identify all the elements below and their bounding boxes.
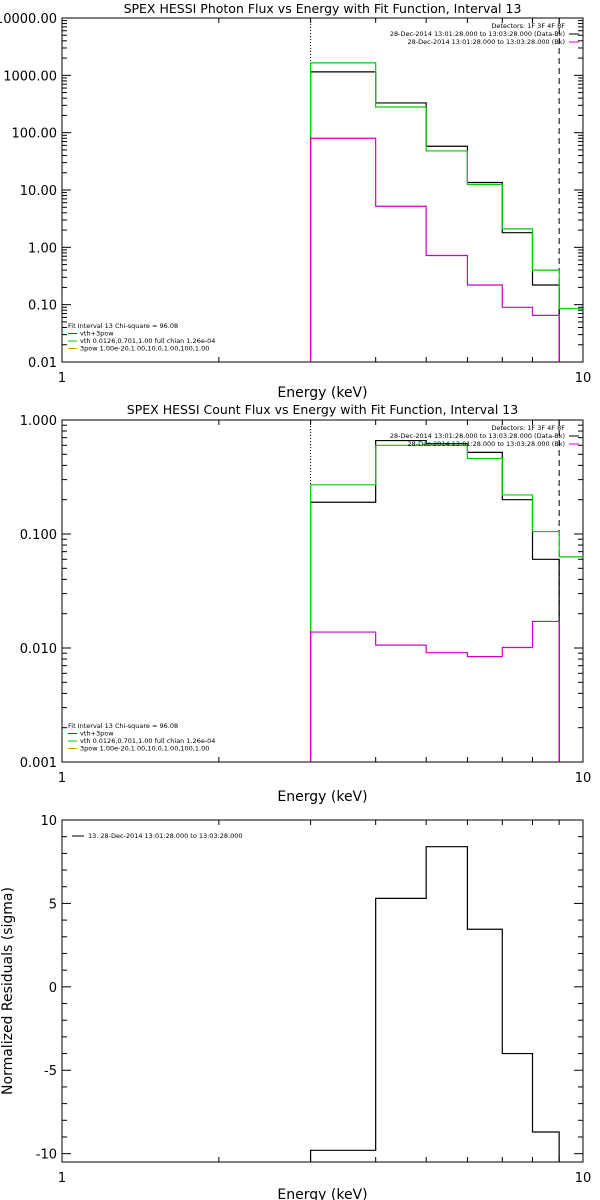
chart-panel-3: 1 10 10 5 0 -5 -10 Energy (keV) Normalized Resid… bbox=[0, 814, 591, 1200]
y-tick-label: 10000.00 bbox=[0, 12, 57, 27]
y-tick-label: -5 bbox=[44, 1064, 57, 1079]
series-group bbox=[309, 439, 583, 762]
x-tick-label: 10 bbox=[575, 771, 592, 786]
y-axis-label: Normalized Residuals (sigma) bbox=[0, 887, 16, 1095]
series-1-line bbox=[309, 439, 560, 762]
legend-entry: vth 0.0126,0.701,1.00 full chian 1.26e-0… bbox=[80, 737, 215, 745]
legend-entry: 28-Dec-2014 13:01:28.000 to 13:03:28.000… bbox=[390, 432, 565, 440]
legend-entry: vth 0.0126,0.701,1.00 full chian 1.26e-0… bbox=[80, 337, 215, 345]
y-tick-label: 10.00 bbox=[20, 184, 57, 199]
x-tick-label: 10 bbox=[575, 1171, 592, 1186]
y-tick-label: 0.100 bbox=[20, 528, 57, 543]
chart-title: SPEX HESSI Photon Flux vs Energy with Fi… bbox=[124, 1, 522, 16]
series-3-line bbox=[309, 620, 560, 762]
x-tick-label: 1 bbox=[58, 371, 66, 386]
chart-panel-1: 1 10 0.01 0.10 1.00 10.00 100.00 1000.00 10000.0… bbox=[0, 1, 591, 401]
x-tick-label: 10 bbox=[575, 371, 592, 386]
y-tick-label: 1.00 bbox=[28, 241, 57, 256]
y-tick-label: 10 bbox=[40, 814, 57, 829]
series-2-line bbox=[309, 444, 583, 762]
y-tick-label: 0 bbox=[49, 981, 57, 996]
legend-entry: Fit Interval 13 Chi-square = 96.08 bbox=[68, 722, 178, 730]
y-tick-label: 0.010 bbox=[20, 642, 57, 657]
legend-entry: 3pow 1.00e-20,1.00,10.0,1.00,100,1.00 bbox=[80, 745, 209, 753]
legend-entry: 28-Dec-2014 13:01:28.000 to 13:03:28.000… bbox=[390, 30, 565, 38]
series-1-line bbox=[309, 71, 560, 362]
series-group bbox=[309, 846, 560, 1162]
y-tick-label: 1000.00 bbox=[3, 69, 57, 84]
plot-frame bbox=[61, 419, 584, 763]
legend-entry: 28-Dec-2014 13:01:28.000 to 13:03:28.000… bbox=[408, 38, 566, 46]
y-tick-label: 0.01 bbox=[28, 356, 57, 371]
legend-entry: vth+3pow bbox=[80, 330, 114, 338]
y-tick-label: 5 bbox=[49, 897, 57, 912]
y-tick-label: 0.001 bbox=[20, 756, 57, 771]
y-tick-label: 0.10 bbox=[28, 299, 57, 314]
x-tick-label: 1 bbox=[58, 771, 66, 786]
series-3-line bbox=[309, 137, 560, 362]
x-axis-label: Energy (keV) bbox=[277, 1187, 367, 1200]
legend-entry: Detectors: 1F 3F 4F 8F bbox=[491, 424, 565, 432]
legend-entry: 28-Dec-2014 13:01:28.000 to 13:03:28.000… bbox=[408, 440, 566, 448]
legend-entry: Fit Interval 13 Chi-square = 96.08 bbox=[68, 322, 178, 330]
plot-frame bbox=[61, 819, 584, 1163]
series-group bbox=[309, 62, 583, 362]
legend-entry: vth+3pow bbox=[80, 730, 114, 738]
chart-title: SPEX HESSI Count Flux vs Energy with Fit… bbox=[127, 402, 518, 417]
plot-frame bbox=[61, 17, 584, 363]
x-axis-label: Energy (keV) bbox=[277, 385, 367, 401]
series-1-line bbox=[309, 846, 560, 1162]
legend-entry: 3pow 1.00e-20,1.00,10.0,1.00,100,1.00 bbox=[80, 345, 209, 353]
y-tick-label: 1.000 bbox=[20, 414, 57, 429]
legend-entry: 13. 28-Dec-2014 13:01:28.000 to 13:03:28… bbox=[88, 832, 243, 840]
x-tick-label: 1 bbox=[58, 1171, 66, 1186]
chart-panel-2: 1 10 0.001 0.010 0.100 1.000 SPEX HESSI Count … bbox=[20, 402, 591, 805]
series-2-line bbox=[309, 62, 583, 362]
y-tick-label: -10 bbox=[36, 1148, 57, 1163]
legend-entry: Detectors: 1F 3F 4F 8F bbox=[491, 22, 565, 30]
y-tick-label: 100.00 bbox=[12, 127, 58, 142]
x-axis-label: Energy (keV) bbox=[277, 789, 367, 805]
